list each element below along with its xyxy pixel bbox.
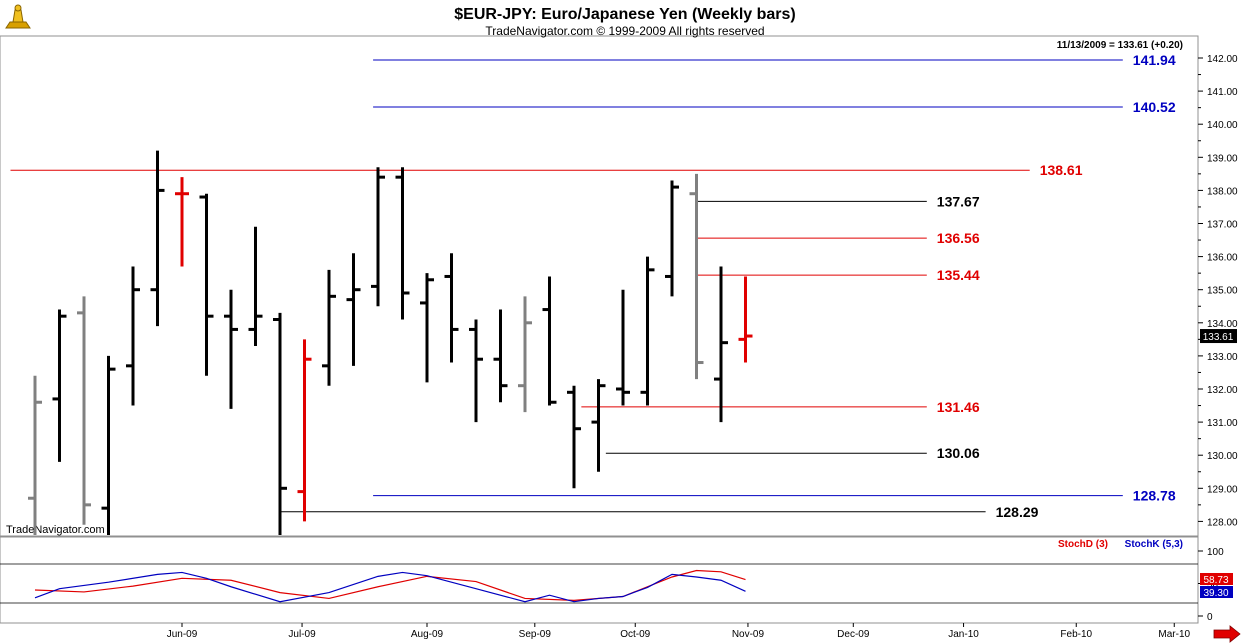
price-bar	[273, 312, 287, 535]
x-tick-label: Mar-10	[1158, 629, 1190, 640]
x-tick-label: Sep-09	[519, 629, 552, 640]
x-tick-label: Jan-10	[948, 629, 979, 640]
price-bars	[28, 150, 753, 535]
price-tick-label: 137.00	[1207, 220, 1238, 231]
x-tick-label: Dec-09	[837, 629, 870, 640]
price-bar	[52, 309, 67, 462]
price-bar	[542, 276, 557, 406]
price-tick-label: 133.00	[1207, 352, 1238, 363]
price-bar	[199, 193, 214, 376]
price-tick-label: 131.00	[1207, 418, 1238, 429]
price-bar	[665, 180, 679, 297]
price-bar	[126, 266, 140, 406]
level-label: 130.06	[937, 445, 980, 461]
price-bar	[616, 289, 630, 406]
price-bar	[738, 276, 753, 363]
level-label: 140.52	[1133, 99, 1176, 115]
x-tick-label: Feb-10	[1060, 629, 1092, 640]
level-label: 141.94	[1133, 52, 1176, 68]
x-tick-label: Nov-09	[732, 629, 765, 640]
x-axis: Jun-09 Jul-09 Aug-09 Sep-09 Oct-09 Nov-09 Dec-…	[167, 623, 1191, 640]
price-bar	[640, 256, 655, 406]
price-tick-label: 132.00	[1207, 385, 1238, 396]
price-bar	[248, 226, 263, 346]
price-bar	[714, 266, 728, 423]
x-tick-label: Jul-09	[288, 629, 316, 640]
level-label: 137.67	[937, 193, 980, 209]
stoch-panel-frame	[0, 536, 1199, 624]
scroll-right-arrow[interactable]	[1213, 625, 1241, 643]
price-bar	[567, 385, 581, 489]
last-price-tag: 133.61	[1200, 329, 1237, 344]
level-lines: 141.94 140.52 138.61 137.67 136.56 135.44 131.…	[10, 52, 1176, 520]
chart-title: $EUR-JPY: Euro/Japanese Yen (Weekly bars…	[454, 6, 795, 23]
price-bar	[395, 167, 410, 320]
price-tick-label: 136.00	[1207, 253, 1238, 264]
price-tick-label: 128.00	[1207, 517, 1238, 528]
level-label: 138.61	[1040, 162, 1083, 178]
last-price-label: 133.61	[1203, 332, 1234, 343]
stoch-tick-label: 100	[1207, 547, 1224, 558]
price-tick-label: 140.00	[1207, 120, 1238, 131]
price-tick-label: 139.00	[1207, 153, 1238, 164]
stochd-value-label: 58.73	[1203, 575, 1228, 586]
price-bar	[77, 296, 91, 525]
price-tick-label: 138.00	[1207, 186, 1238, 197]
legend-stochk: StochK (5,3)	[1125, 539, 1183, 550]
price-tick-label: 129.00	[1207, 484, 1238, 495]
price-bar	[420, 273, 434, 383]
price-tick-label: 134.00	[1207, 319, 1238, 330]
price-bar	[371, 167, 385, 307]
legend-stochd: StochD (3)	[1058, 539, 1108, 550]
price-bar	[224, 289, 238, 409]
price-bar	[322, 269, 336, 386]
price-bar	[150, 150, 165, 327]
price-bar	[518, 296, 532, 413]
trade-navigator-logo	[5, 4, 31, 29]
price-axis: 142.00 141.00 140.00 139.00 138.00 137.00 136.…	[1198, 54, 1238, 528]
stoch-value-tags: 58.73 39.30	[1200, 573, 1233, 599]
stoch-tick-label: 0	[1207, 612, 1213, 623]
price-tick-label: 130.00	[1207, 451, 1238, 462]
stochk-line	[34, 571, 746, 603]
x-tick-label: Jun-09	[167, 629, 198, 640]
level-label: 128.78	[1133, 488, 1176, 504]
price-bar	[493, 309, 508, 403]
stochk-value-label: 39.30	[1203, 588, 1228, 599]
price-bar	[689, 173, 704, 380]
level-label: 131.46	[937, 399, 980, 415]
price-bar	[297, 339, 312, 522]
price-bar	[175, 177, 189, 267]
price-bar	[469, 319, 483, 423]
price-bar	[346, 253, 361, 366]
last-price-info: 11/13/2009 = 133.61 (+0.20)	[1057, 40, 1183, 51]
price-tick-label: 141.00	[1207, 87, 1238, 98]
level-label: 135.44	[937, 267, 980, 283]
watermark: TradeNavigator.com	[6, 524, 105, 536]
price-bar	[591, 379, 606, 472]
price-tick-label: 142.00	[1207, 54, 1238, 65]
level-label: 136.56	[937, 230, 980, 246]
x-tick-label: Oct-09	[620, 629, 650, 640]
chart-subtitle: TradeNavigator.com © 1999-2009 All right…	[485, 24, 764, 38]
price-tick-label: 135.00	[1207, 286, 1238, 297]
price-bar	[101, 355, 116, 535]
x-tick-label: Aug-09	[411, 629, 444, 640]
level-label: 128.29	[996, 504, 1039, 520]
price-bar	[28, 375, 42, 535]
stoch-lines	[34, 569, 746, 603]
price-bar	[444, 253, 459, 363]
